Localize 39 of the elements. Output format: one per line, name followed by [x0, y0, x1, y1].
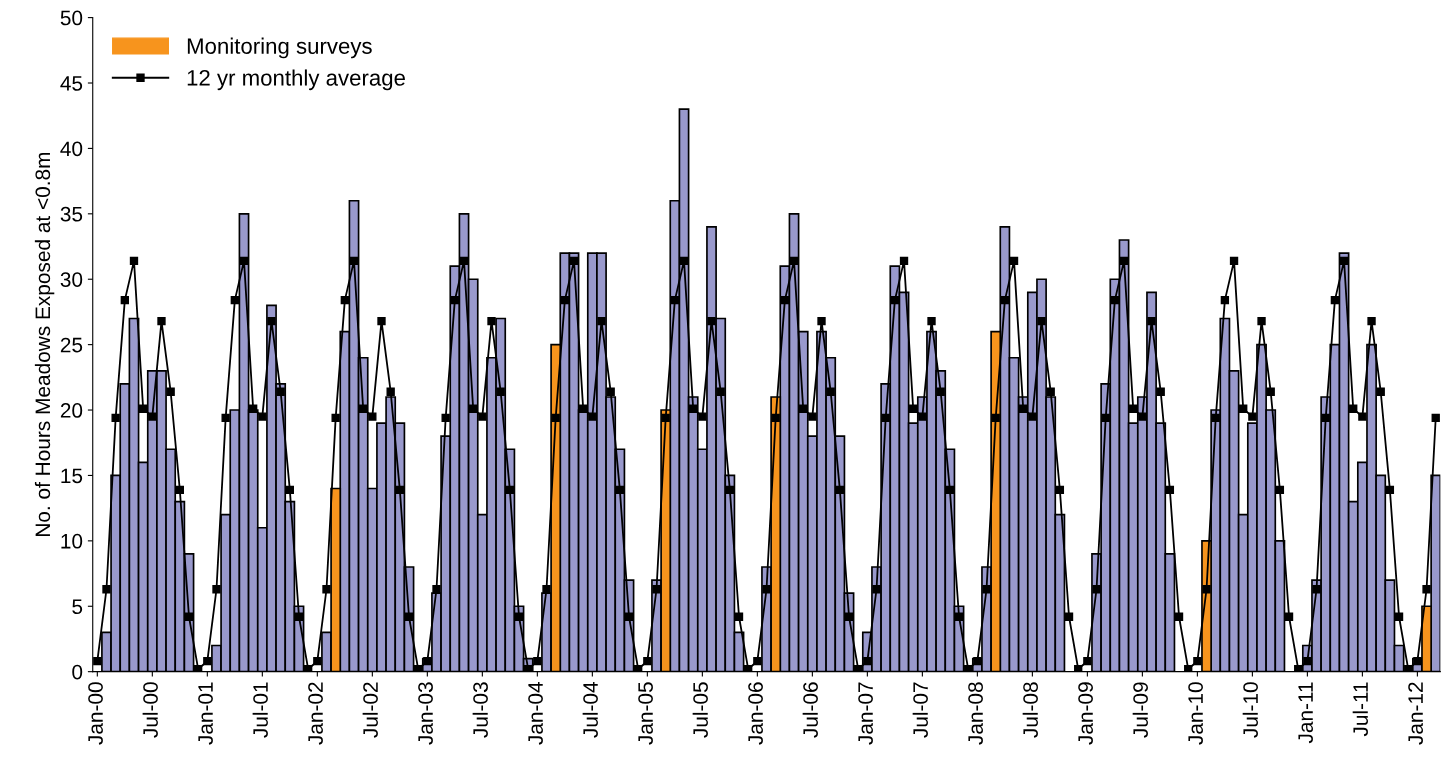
x-tick-label: Jul-03	[472, 682, 488, 738]
x-tick-label: Jan-11	[1298, 682, 1313, 744]
legend-label: Monitoring surveys	[187, 37, 372, 59]
x-tick-label: Jul-04	[582, 682, 598, 738]
x-tick-label: Jul-07	[912, 682, 928, 738]
x-tick-label: Jul-05	[692, 682, 708, 738]
x-tick-label: Jul-06	[802, 682, 818, 738]
y-tick-label: 15	[61, 468, 83, 484]
x-tick-label: Jul-02	[362, 682, 378, 738]
y-tick-label: 25	[60, 337, 83, 353]
x-tick-label: Jan-12	[1408, 682, 1423, 745]
x-tick-label: Jan-01	[198, 682, 213, 745]
x-tick-label: Jan-02	[308, 682, 323, 745]
y-tick-label: 0	[72, 664, 83, 680]
y-axis-title: No. of Hours Meadows Exposed at <0.8m	[34, 152, 55, 537]
x-tick-label: Jul-08	[1022, 682, 1038, 738]
x-tick-label: Jul-10	[1242, 682, 1258, 738]
x-tick-label: Jan-10	[1188, 682, 1203, 745]
y-tick-label: 45	[60, 76, 83, 91]
y-tick-label: 40	[60, 141, 83, 157]
x-tick-label: Jul-11	[1352, 682, 1368, 737]
x-tick-label: Jul-09	[1132, 682, 1148, 738]
x-tick-label: Jan-00	[88, 682, 103, 745]
x-tick-label: Jan-04	[528, 682, 543, 745]
x-tick-label: Jul-00	[142, 682, 158, 738]
x-tick-label: Jan-05	[638, 682, 653, 745]
y-tick-label: 50	[60, 10, 83, 26]
y-tick-label: 10	[61, 533, 83, 549]
y-tick-label: 20	[60, 403, 83, 418]
x-tick-label: Jan-03	[418, 682, 433, 745]
x-tick-label: Jan-09	[1078, 682, 1093, 745]
x-tick-label: Jan-06	[748, 682, 763, 745]
x-tick-label: Jul-01	[252, 682, 268, 738]
x-tick-label: Jan-08	[968, 682, 983, 745]
y-tick-label: 5	[72, 599, 83, 615]
y-tick-label: 35	[60, 206, 83, 222]
x-tick-label: Jan-07	[858, 682, 873, 745]
legend-label: 12 yr monthly average	[187, 69, 405, 91]
y-tick-label: 30	[60, 272, 83, 287]
